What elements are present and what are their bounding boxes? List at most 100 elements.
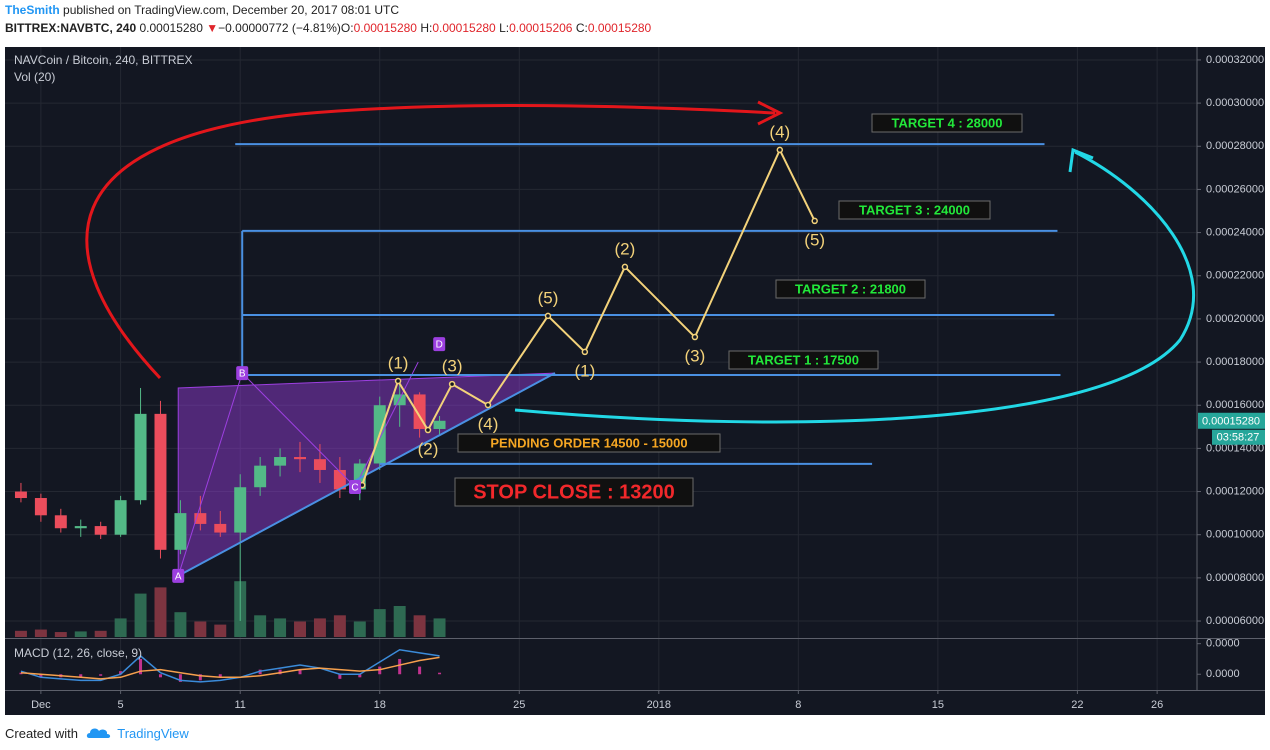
volume-bar (393, 606, 406, 637)
ohlc-value: 0.00015280 (353, 21, 417, 35)
target-label-box (838, 200, 991, 220)
wave-point (621, 263, 629, 271)
wave-label: (3) (442, 357, 463, 376)
macd-histogram (438, 672, 442, 675)
candle-body (114, 500, 127, 535)
volume-bar (34, 629, 47, 637)
macd-y-tick-label: 0.0000 (1206, 668, 1240, 680)
y-tick-label: 0.00016000 (1206, 399, 1264, 411)
macd-histogram (418, 666, 422, 675)
macd-signal (20, 656, 440, 680)
ohlc-value: 0.00015280 (432, 21, 496, 35)
candle-body (333, 469, 346, 490)
red-arc (85, 104, 776, 380)
macd-histogram (338, 674, 342, 679)
pattern-label: C (351, 483, 358, 494)
stop-label-box (454, 477, 694, 507)
y-tick-label: 0.00012000 (1206, 485, 1264, 497)
wave-point (484, 401, 492, 409)
wave-label: (4) (769, 122, 790, 141)
target-label: TARGET 3 : 24000 (859, 202, 970, 217)
y-tick-label: 0.00030000 (1206, 97, 1264, 109)
wave-label: (2) (615, 239, 636, 258)
pattern-label-box (236, 366, 249, 381)
candle-body (433, 420, 446, 429)
volume-bar (413, 615, 426, 637)
volume-bar (294, 621, 306, 637)
target-label-box (728, 350, 879, 370)
candle-body (34, 498, 47, 516)
candle-body (214, 523, 227, 533)
wave-label: (1) (574, 361, 595, 380)
pattern-label-box (349, 480, 362, 495)
volume-bar (174, 612, 187, 637)
candle-body (234, 487, 247, 533)
chart-bg (5, 47, 1265, 715)
candle-body (14, 491, 27, 499)
wave-point (691, 333, 699, 341)
volume-bar (353, 621, 366, 637)
wave-label: (5) (538, 288, 559, 307)
pattern-label: B (239, 369, 246, 380)
macd-histogram (139, 658, 143, 675)
arrow: ▼ (206, 21, 219, 35)
target-label: TARGET 4 : 28000 (891, 115, 1002, 130)
pending-label-box (457, 433, 721, 453)
volume-bar (134, 593, 147, 637)
macd-histogram (119, 671, 123, 675)
brand[interactable]: TradingView (117, 726, 189, 741)
pattern-label: A (175, 572, 182, 583)
last-price-label: 0.00015280 (1202, 416, 1260, 428)
macd-histogram (158, 674, 162, 678)
pending-label: PENDING ORDER 14500 - 15000 (490, 435, 687, 450)
macd-y-tick-label: 0.0000 (1206, 638, 1240, 650)
symbol-line: BITTREX:NAVBTC, 240 0.00015280 ▼−0.00000… (5, 21, 655, 35)
ohlc-label: C: (575, 21, 588, 35)
wave-label: (4) (478, 414, 499, 433)
grid: 0.00006000 0.00008000 0.00010000 0.00012000… (5, 47, 1264, 711)
wave-point (776, 146, 784, 154)
countdown-tag (1212, 429, 1265, 445)
y-tick-label: 0.00024000 (1206, 226, 1264, 238)
macd-histogram (79, 674, 83, 678)
chart: 0.00006000 0.00008000 0.00010000 0.00012000… (5, 47, 1265, 715)
y-tick-label: 0.00022000 (1206, 270, 1264, 282)
volume-bar (154, 587, 167, 637)
x-tick-label: 18 (374, 699, 386, 711)
volume-bar (94, 630, 107, 637)
volume-bar (333, 615, 346, 637)
wave-point (811, 217, 818, 225)
cyan-arrowhead (1068, 147, 1094, 173)
macd-title: MACD (12, 26, close, 9) (14, 646, 142, 660)
candle-body (254, 465, 267, 488)
x-tick-label: 22 (1071, 699, 1083, 711)
macd-histogram (198, 674, 202, 681)
macd-histogram (298, 669, 302, 675)
macd-histogram (19, 672, 23, 675)
created: Created with (5, 726, 78, 741)
x-tick-label: 5 (118, 699, 124, 711)
last-price-tag (1198, 412, 1265, 429)
author[interactable]: TheSmith (5, 3, 60, 17)
macd-histogram (398, 658, 402, 675)
target-label: TARGET 1 : 17500 (748, 352, 859, 367)
macd-histogram (99, 674, 103, 676)
ohlc-label: H: (420, 21, 433, 35)
stop-label: STOP CLOSE : 13200 (473, 481, 675, 503)
wave-point (581, 348, 589, 356)
pattern-label-box (433, 337, 446, 352)
x-tick-label: 8 (795, 699, 801, 711)
candle-body (174, 513, 187, 550)
published: published on TradingView.com, December 2… (63, 3, 399, 17)
wave-point (394, 377, 402, 385)
red-arrowhead (757, 100, 784, 126)
logo (86, 728, 110, 738)
x-tick-label: Dec (31, 699, 51, 711)
candle-body (313, 459, 326, 470)
y-tick-label: 0.00008000 (1206, 572, 1264, 584)
ohlc-value: 0.00015280 (587, 21, 652, 35)
footer: Created with TradingView (5, 724, 189, 741)
candle-body (74, 526, 87, 529)
candle-body (274, 457, 287, 466)
